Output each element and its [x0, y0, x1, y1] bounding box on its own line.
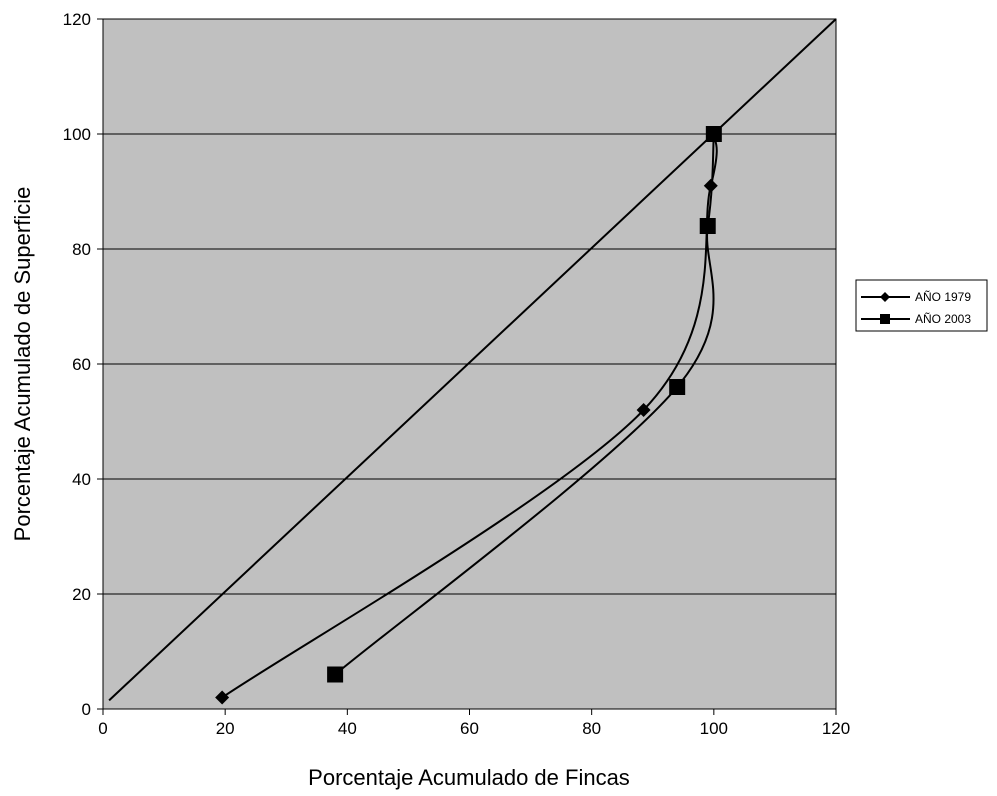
x-axis-title: Porcentaje Acumulado de Fincas	[308, 765, 630, 790]
x-tick-label: 100	[700, 719, 728, 738]
x-tick-label: 40	[338, 719, 357, 738]
x-tick-label: 80	[582, 719, 601, 738]
y-tick-label: 40	[72, 470, 91, 489]
y-tick-label: 80	[72, 240, 91, 259]
x-tick-label: 0	[98, 719, 107, 738]
data-point-square	[669, 379, 685, 395]
legend-marker-square	[880, 314, 890, 324]
y-tick-label: 60	[72, 355, 91, 374]
legend: AÑO 1979 AÑO 2003	[856, 280, 987, 331]
x-tick-label: 20	[216, 719, 235, 738]
x-tick-label: 120	[822, 719, 850, 738]
x-tick-labels: 0 20 40 60 80 100 120	[98, 719, 850, 738]
x-tick-label: 60	[460, 719, 479, 738]
data-point-square	[327, 667, 343, 683]
y-tick-label: 100	[63, 125, 91, 144]
data-point-square	[700, 218, 716, 234]
y-tick-label: 0	[82, 700, 91, 719]
legend-label: AÑO 1979	[915, 290, 971, 304]
y-tick-label: 120	[63, 10, 91, 29]
legend-label: AÑO 2003	[915, 312, 971, 326]
y-tick-label: 20	[72, 585, 91, 604]
data-point-square	[706, 126, 722, 142]
y-axis-title: Porcentaje Acumulado de Superficie	[10, 187, 35, 542]
y-tick-labels: 0 20 40 60 80 100 120	[63, 10, 91, 719]
